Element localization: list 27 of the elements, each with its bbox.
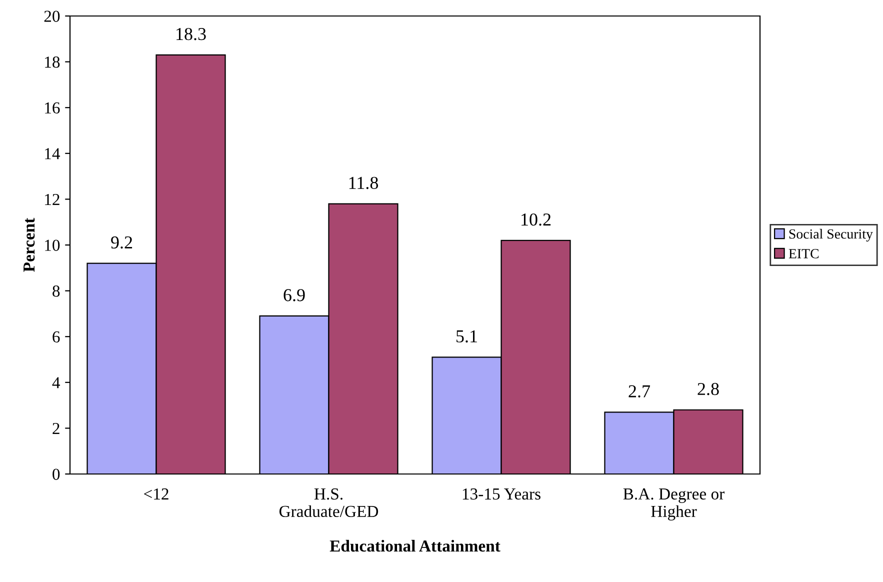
- x-tick-label: H.S. Graduate/GED: [279, 488, 378, 518]
- data-label: 2.7: [628, 385, 650, 398]
- data-label: 2.8: [698, 382, 719, 396]
- y-tick-label: 0: [52, 468, 60, 480]
- y-tick-label: 10: [45, 240, 60, 251]
- data-label: 10.2: [522, 213, 551, 226]
- y-tick-label: 8: [52, 286, 60, 297]
- y-tick-label: 12: [45, 194, 60, 205]
- data-label: 11.8: [349, 176, 378, 190]
- y-tick-label: 20: [44, 10, 60, 22]
- x-axis-title: Educational Attainment: [330, 540, 500, 552]
- data-label: 6.9: [284, 289, 305, 302]
- y-tick-label: 14: [45, 148, 60, 160]
- x-tick-label: <12: [144, 488, 168, 500]
- data-label: 9.2: [111, 236, 132, 249]
- data-label: 5.1: [456, 330, 477, 343]
- y-tick-label: 16: [45, 102, 60, 114]
- y-tick-label: 2: [52, 422, 60, 434]
- x-tick-label: 13-15 Years: [462, 488, 540, 500]
- legend-label: EITC: [788, 249, 819, 258]
- y-tick-label: 4: [52, 377, 60, 388]
- legend-label: Social Security: [789, 228, 873, 242]
- data-label: 18.3: [176, 28, 206, 40]
- y-tick-label: 18: [45, 56, 60, 68]
- x-tick-label: B.A. Degree or Higher: [623, 488, 725, 520]
- y-axis-title: Percent: [24, 218, 35, 272]
- y-tick-label: 6: [52, 331, 60, 343]
